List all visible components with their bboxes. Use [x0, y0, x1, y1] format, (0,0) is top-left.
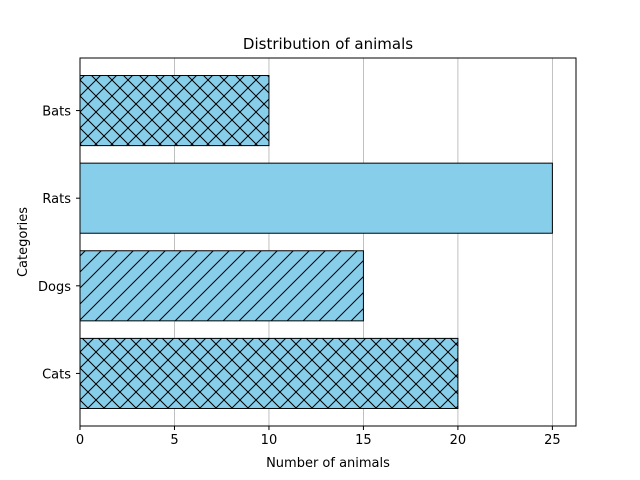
x-tick-label: 20 — [450, 433, 467, 448]
x-tick-label: 0 — [76, 433, 84, 448]
y-axis-label: Categories — [16, 207, 31, 277]
chart-title: Distribution of animals — [243, 35, 413, 53]
bars — [79, 75, 553, 409]
plot-frame — [79, 57, 577, 427]
x-axis-ticks: 0 5 10 15 20 25 — [76, 426, 561, 448]
y-tick-label: Cats — [42, 367, 71, 382]
x-tick-label: 25 — [544, 433, 561, 448]
x-axis-label: Number of animals — [266, 456, 390, 471]
bar-hatch-bats — [80, 75, 269, 146]
bar-hatch-cats — [80, 338, 458, 409]
y-tick-label: Rats — [42, 192, 71, 207]
y-tick-label: Bats — [42, 105, 71, 120]
x-tick-label: 5 — [170, 433, 178, 448]
x-tick-label: 15 — [355, 433, 372, 448]
y-tick-label: Dogs — [38, 280, 71, 295]
x-tick-label: 10 — [261, 433, 278, 448]
y-axis-ticks: Cats Dogs Rats Bats — [38, 105, 80, 382]
bar-hatch-dogs — [80, 250, 364, 321]
bar-rats — [80, 163, 553, 234]
